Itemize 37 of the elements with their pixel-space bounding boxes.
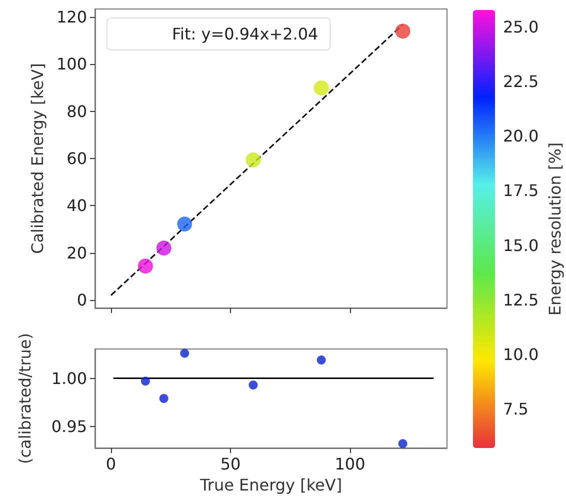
point — [248, 380, 258, 390]
x-tick-label: 0 — [106, 454, 116, 474]
point — [316, 355, 326, 364]
point — [177, 216, 192, 232]
text: Fit: y=0.94x+2.04 — [172, 24, 318, 44]
point — [138, 258, 153, 274]
x-tick-label: 100 — [334, 454, 366, 474]
point — [159, 394, 168, 403]
point — [395, 24, 410, 39]
x-tick-label: 50 — [220, 454, 241, 474]
y-tick-label: 80 — [66, 102, 87, 121]
point — [246, 152, 261, 168]
y-tick-label: 0.95 — [51, 416, 87, 436]
point — [398, 439, 408, 448]
y-tick-label: 120 — [56, 8, 87, 27]
y-tick-label: 0 — [76, 290, 87, 310]
y-axis-title: (calibrated/true) — [16, 333, 34, 464]
point — [156, 240, 172, 256]
y-tick-label: 100 — [56, 54, 87, 74]
color-bar-label: 7.5 — [503, 399, 528, 418]
color-bar-label: 15.0 — [503, 236, 539, 255]
point — [140, 376, 150, 386]
point — [314, 80, 329, 96]
color-bar-label: 20.0 — [503, 126, 539, 146]
color-bar-label: 17.5 — [503, 181, 539, 200]
y-axis-title: Calibrated Energy [keV] — [28, 63, 48, 254]
point — [180, 348, 190, 358]
y-tick-label: 60 — [66, 149, 87, 168]
color-bar-label: 10.0 — [503, 344, 539, 364]
y-tick-label: 20 — [66, 243, 87, 262]
color-bar-label: 22.5 — [503, 72, 539, 92]
x-axis-title: True Energy [keV] — [198, 475, 342, 494]
color-bar-title: Energy resolution [%] — [546, 142, 564, 316]
y-tick-label: 40 — [66, 196, 87, 216]
y-tick-label: 1.00 — [51, 368, 87, 388]
color-bar-label: 12.5 — [503, 290, 539, 310]
color-bar-label: 25.0 — [503, 18, 539, 37]
